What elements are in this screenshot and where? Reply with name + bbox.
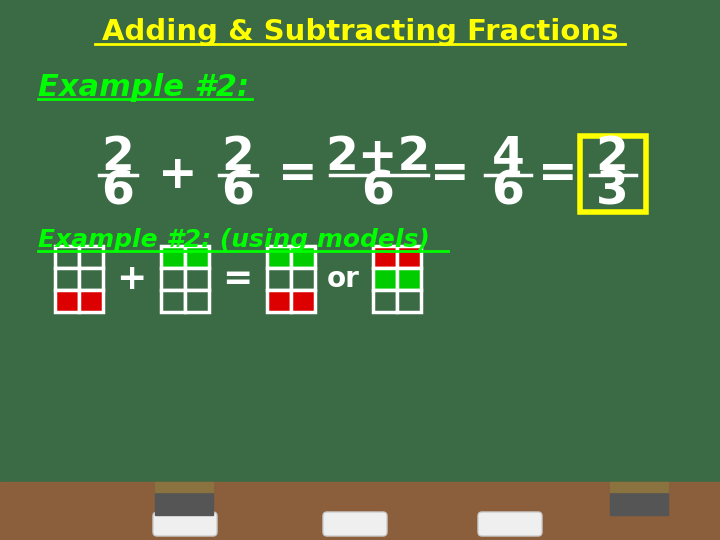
Bar	[610, 485, 668, 515]
Bar	[373, 268, 397, 290]
Text: 6: 6	[222, 170, 254, 214]
Text: +: +	[116, 262, 146, 296]
Text: 6: 6	[492, 170, 524, 214]
Text: 2: 2	[222, 136, 254, 180]
Text: 6: 6	[361, 170, 395, 214]
Bar	[267, 290, 291, 312]
Bar	[79, 290, 103, 312]
Bar	[267, 268, 291, 290]
Bar	[55, 268, 79, 290]
Text: Adding & Subtracting Fractions: Adding & Subtracting Fractions	[102, 18, 618, 46]
Bar	[185, 268, 209, 290]
Bar	[373, 246, 397, 268]
Text: 2: 2	[102, 136, 135, 180]
Text: 2: 2	[595, 136, 629, 180]
Bar	[397, 268, 421, 290]
Text: +: +	[158, 152, 198, 198]
Text: =: =	[222, 262, 252, 296]
Bar	[55, 246, 79, 268]
Bar	[397, 246, 421, 268]
Bar	[155, 485, 213, 515]
Bar	[291, 246, 315, 268]
FancyBboxPatch shape	[323, 512, 387, 536]
Bar	[291, 268, 315, 290]
Text: =: =	[538, 152, 578, 198]
Bar	[373, 290, 397, 312]
Bar	[610, 482, 668, 492]
Bar	[291, 290, 315, 312]
Bar	[161, 290, 185, 312]
Bar	[55, 290, 79, 312]
Text: 2+2: 2+2	[325, 136, 431, 180]
Bar	[79, 246, 103, 268]
Text: 6: 6	[102, 170, 135, 214]
Bar	[397, 290, 421, 312]
Bar	[161, 268, 185, 290]
Text: =: =	[430, 152, 470, 198]
Text: 4: 4	[492, 136, 524, 180]
Text: Example #2:: Example #2:	[38, 72, 249, 102]
Text: =: =	[278, 152, 318, 198]
Bar	[155, 482, 213, 492]
Text: 3: 3	[595, 170, 629, 214]
Bar	[79, 268, 103, 290]
Bar	[185, 290, 209, 312]
Bar	[0, 482, 720, 540]
Bar	[267, 246, 291, 268]
FancyBboxPatch shape	[153, 512, 217, 536]
Text: or: or	[327, 265, 359, 293]
Text: Example #2: (using models): Example #2: (using models)	[38, 228, 430, 252]
Bar	[161, 246, 185, 268]
FancyBboxPatch shape	[478, 512, 542, 536]
Bar	[185, 246, 209, 268]
